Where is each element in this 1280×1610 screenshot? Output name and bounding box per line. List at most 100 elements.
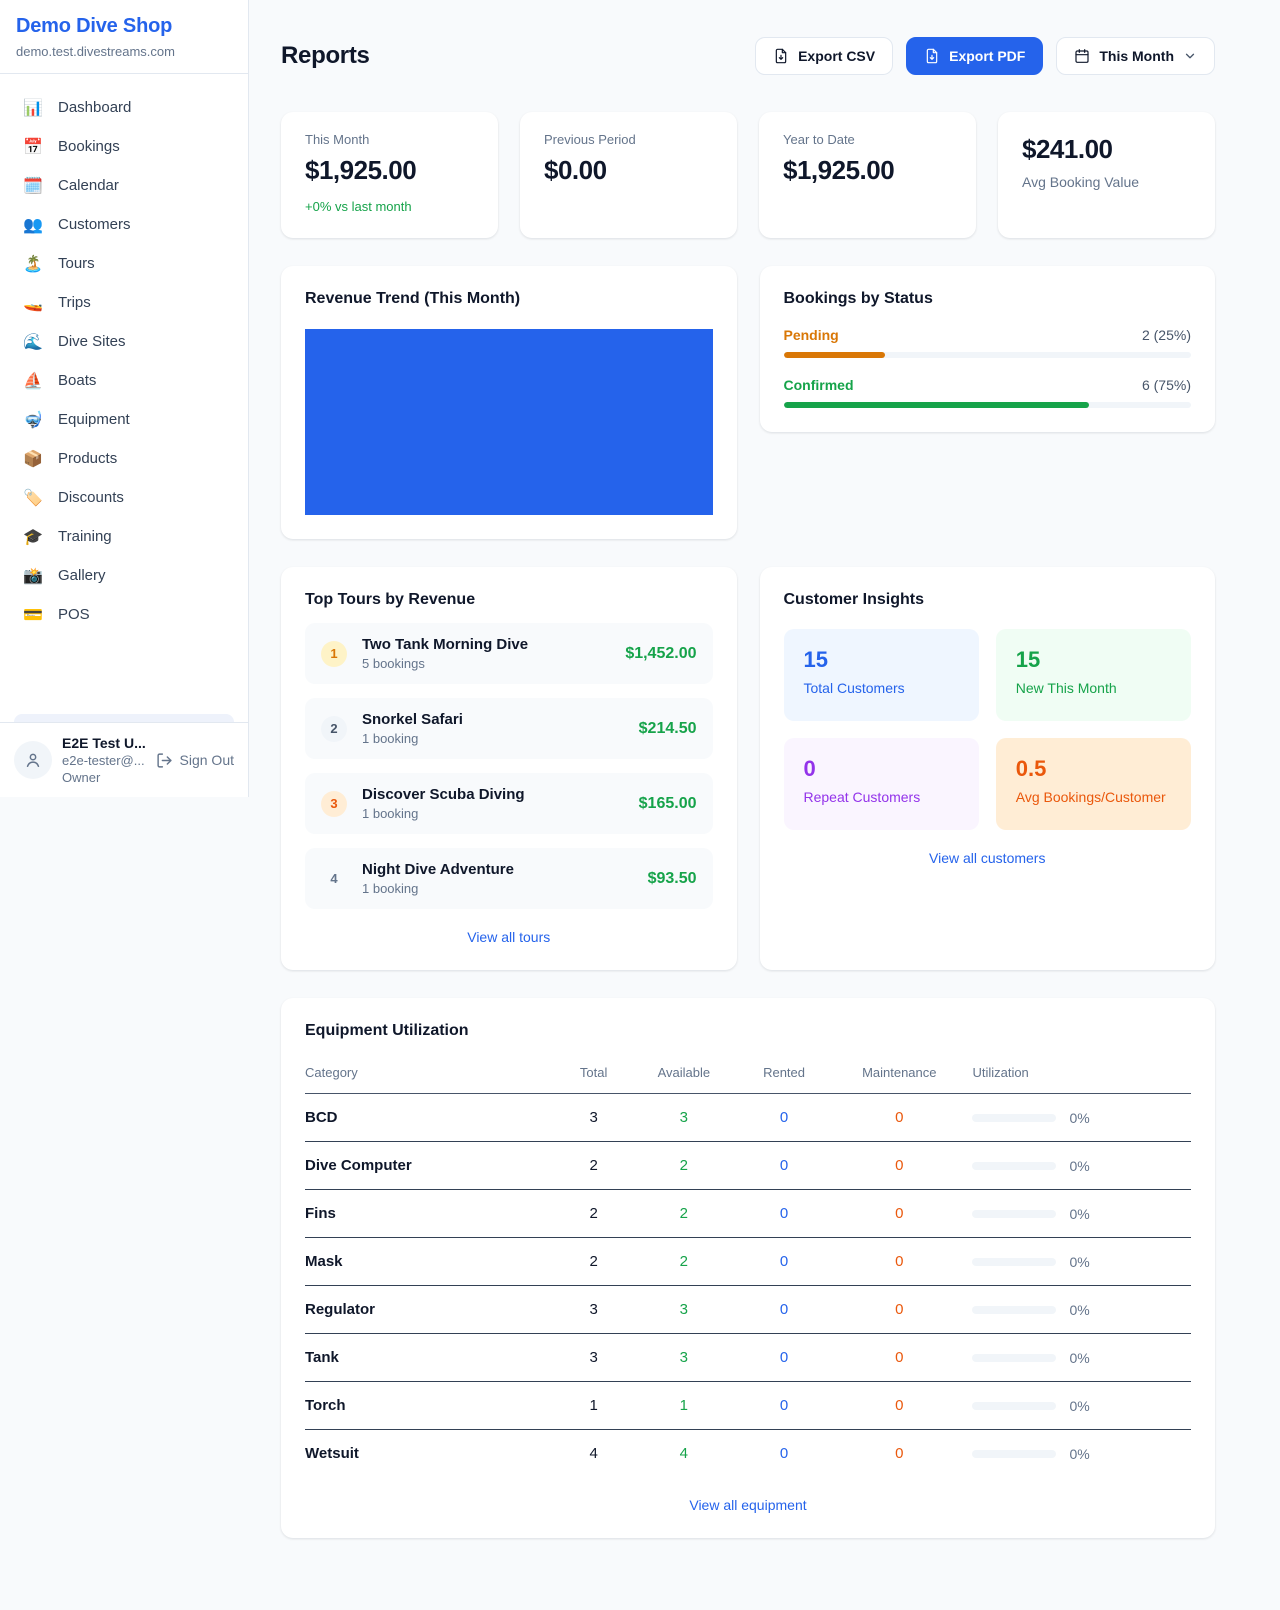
- tile-avg-bookings-customer: 0.5 Avg Bookings/Customer: [995, 738, 1191, 831]
- revenue-trend-chart: [305, 329, 713, 516]
- cell-maintenance: 0: [834, 1333, 965, 1383]
- cell-total: 2: [553, 1189, 634, 1239]
- cell-total: 1: [553, 1381, 634, 1431]
- sidebar-item-label: Products: [58, 450, 118, 467]
- dashboard-icon: 📊: [23, 98, 43, 117]
- sidebar-item-customers[interactable]: 👥 Customers: [12, 205, 236, 244]
- rank-badge: 2: [321, 715, 347, 742]
- shop-domain: demo.test.divestreams.com: [16, 44, 175, 59]
- cell-total: 3: [553, 1093, 634, 1143]
- export-csv-label: Export CSV: [798, 48, 876, 65]
- tour-revenue: $214.50: [638, 719, 697, 737]
- tile-total-customers: 15 Total Customers: [783, 629, 979, 722]
- cell-category: BCD: [305, 1093, 554, 1143]
- sidebar-item-boats[interactable]: ⛵ Boats: [12, 361, 236, 400]
- customer-insights-title: Customer Insights: [783, 591, 924, 609]
- tour-revenue: $1,452.00: [625, 644, 697, 662]
- sign-out-button[interactable]: Sign Out: [156, 752, 234, 769]
- tour-bookings: 1 booking: [362, 881, 419, 897]
- cell-utilization: 0%: [964, 1237, 1191, 1287]
- view-all-tours-link[interactable]: View all tours: [305, 928, 713, 946]
- rank-badge: 4: [330, 871, 338, 887]
- tile-value: 0: [803, 756, 816, 782]
- customer-insights-card: Customer Insights 15 Total Customers 15 …: [759, 567, 1215, 971]
- cell-category: Mask: [305, 1237, 554, 1287]
- stat-card-previous-period: Previous Period $0.00: [520, 112, 737, 239]
- cell-available: 2: [633, 1189, 734, 1239]
- sidebar-item-training[interactable]: 🎓 Training: [12, 517, 236, 556]
- wave-icon: 🌊: [23, 332, 43, 351]
- col-rented: Rented: [733, 1055, 835, 1095]
- export-pdf-button[interactable]: Export PDF: [906, 37, 1044, 76]
- tile-new-this-month: 15 New This Month: [995, 629, 1191, 722]
- sidebar-item-label: Equipment: [58, 411, 130, 428]
- sidebar-item-dashboard[interactable]: 📊 Dashboard: [12, 88, 236, 127]
- revenue-trend-card: Revenue Trend (This Month): [281, 266, 737, 540]
- sidebar-item-label: Tours: [58, 255, 95, 272]
- sidebar-item-pos[interactable]: 💳 POS: [12, 595, 236, 634]
- sidebar-item-label: Bookings: [58, 138, 120, 155]
- stat-label: This Month: [305, 132, 370, 148]
- sidebar-item-discounts[interactable]: 🏷️ Discounts: [12, 478, 236, 517]
- tile-value: 15: [803, 647, 828, 673]
- sidebar-item-dive-sites[interactable]: 🌊 Dive Sites: [12, 322, 236, 361]
- file-download-icon: [775, 48, 787, 64]
- sidebar-item-calendar[interactable]: 🗓️ Calendar: [12, 166, 236, 205]
- view-all-customers-link[interactable]: View all customers: [784, 849, 1192, 867]
- file-download-icon: [926, 48, 938, 64]
- table-row: Fins 2 2 0 0 0%: [305, 1189, 1191, 1239]
- cell-utilization: 0%: [964, 1333, 1191, 1383]
- sidebar-item-equipment[interactable]: 🤿 Equipment: [12, 400, 236, 439]
- utilization-percent: 0%: [1069, 1157, 1090, 1174]
- tile-label: New This Month: [1015, 680, 1117, 697]
- period-dropdown[interactable]: This Month: [1056, 37, 1215, 76]
- utilization-percent: 0%: [1069, 1205, 1090, 1222]
- sidebar-item-trips[interactable]: 🚤 Trips: [12, 283, 236, 322]
- status-label: Pending: [783, 327, 839, 344]
- status-row-confirmed: Confirmed 6 (75%): [783, 377, 1191, 409]
- status-bar-track: [783, 402, 1191, 409]
- col-total: Total: [553, 1055, 634, 1095]
- cell-maintenance: 0: [834, 1285, 965, 1335]
- tour-name: Snorkel Safari: [362, 711, 463, 729]
- cell-category: Torch: [305, 1381, 554, 1431]
- table-row: Mask 2 2 0 0 0%: [305, 1237, 1191, 1287]
- sidebar-item-label: Calendar: [58, 177, 119, 194]
- cell-rented: 0: [733, 1285, 835, 1335]
- tour-name: Discover Scuba Diving: [362, 786, 525, 804]
- sidebar-item-reports-partial[interactable]: [14, 714, 234, 722]
- utilization-bar-track: [972, 1305, 1057, 1314]
- stat-card-this-month: This Month $1,925.00 +0% vs last month: [281, 112, 498, 239]
- sidebar-item-bookings[interactable]: 📅 Bookings: [12, 127, 236, 166]
- equipment-header-row: Category Total Available Rented Maintena…: [305, 1055, 1191, 1095]
- table-row: Tank 3 3 0 0 0%: [305, 1333, 1191, 1383]
- user-info: E2E Test U... e2e-tester@... Owner: [62, 735, 146, 785]
- status-count: 6 (75%): [1141, 377, 1191, 394]
- tour-bookings: 5 bookings: [362, 656, 425, 672]
- utilization-bar-track: [972, 1449, 1057, 1458]
- graduation-cap-icon: 🎓: [23, 527, 43, 546]
- cell-rented: 0: [733, 1141, 835, 1191]
- sidebar-item-label: POS: [58, 606, 90, 623]
- cell-category: Wetsuit: [305, 1445, 359, 1463]
- revenue-trend-title: Revenue Trend (This Month): [305, 290, 521, 308]
- tour-row: 3 Discover Scuba Diving 1 booking $165.0…: [305, 773, 713, 835]
- sidebar-item-tours[interactable]: 🏝️ Tours: [12, 244, 236, 283]
- utilization-bar-track: [972, 1161, 1057, 1170]
- cell-maintenance: 0: [834, 1381, 965, 1431]
- cell-available: 3: [633, 1093, 734, 1143]
- export-csv-button[interactable]: Export CSV: [755, 37, 894, 76]
- cell-maintenance: 0: [895, 1445, 904, 1463]
- sidebar-item-gallery[interactable]: 📸 Gallery: [12, 556, 236, 595]
- status-bar-fill: [783, 402, 1090, 409]
- sidebar-item-products[interactable]: 📦 Products: [12, 439, 236, 478]
- table-row: BCD 3 3 0 0 0%: [305, 1093, 1191, 1143]
- utilization-percent: 0%: [1069, 1301, 1090, 1318]
- equipment-table: Category Total Available Rented Maintena…: [305, 1055, 1191, 1477]
- view-all-equipment-link[interactable]: View all equipment: [305, 1496, 1191, 1514]
- page-header: Reports Export CSV: [281, 26, 1215, 86]
- sailboat-icon: ⛵: [23, 371, 43, 390]
- cell-rented: 0: [733, 1333, 835, 1383]
- app-root: Demo Dive Shop demo.test.divestreams.com…: [0, 0, 1215, 1514]
- cell-category: Dive Computer: [305, 1141, 554, 1191]
